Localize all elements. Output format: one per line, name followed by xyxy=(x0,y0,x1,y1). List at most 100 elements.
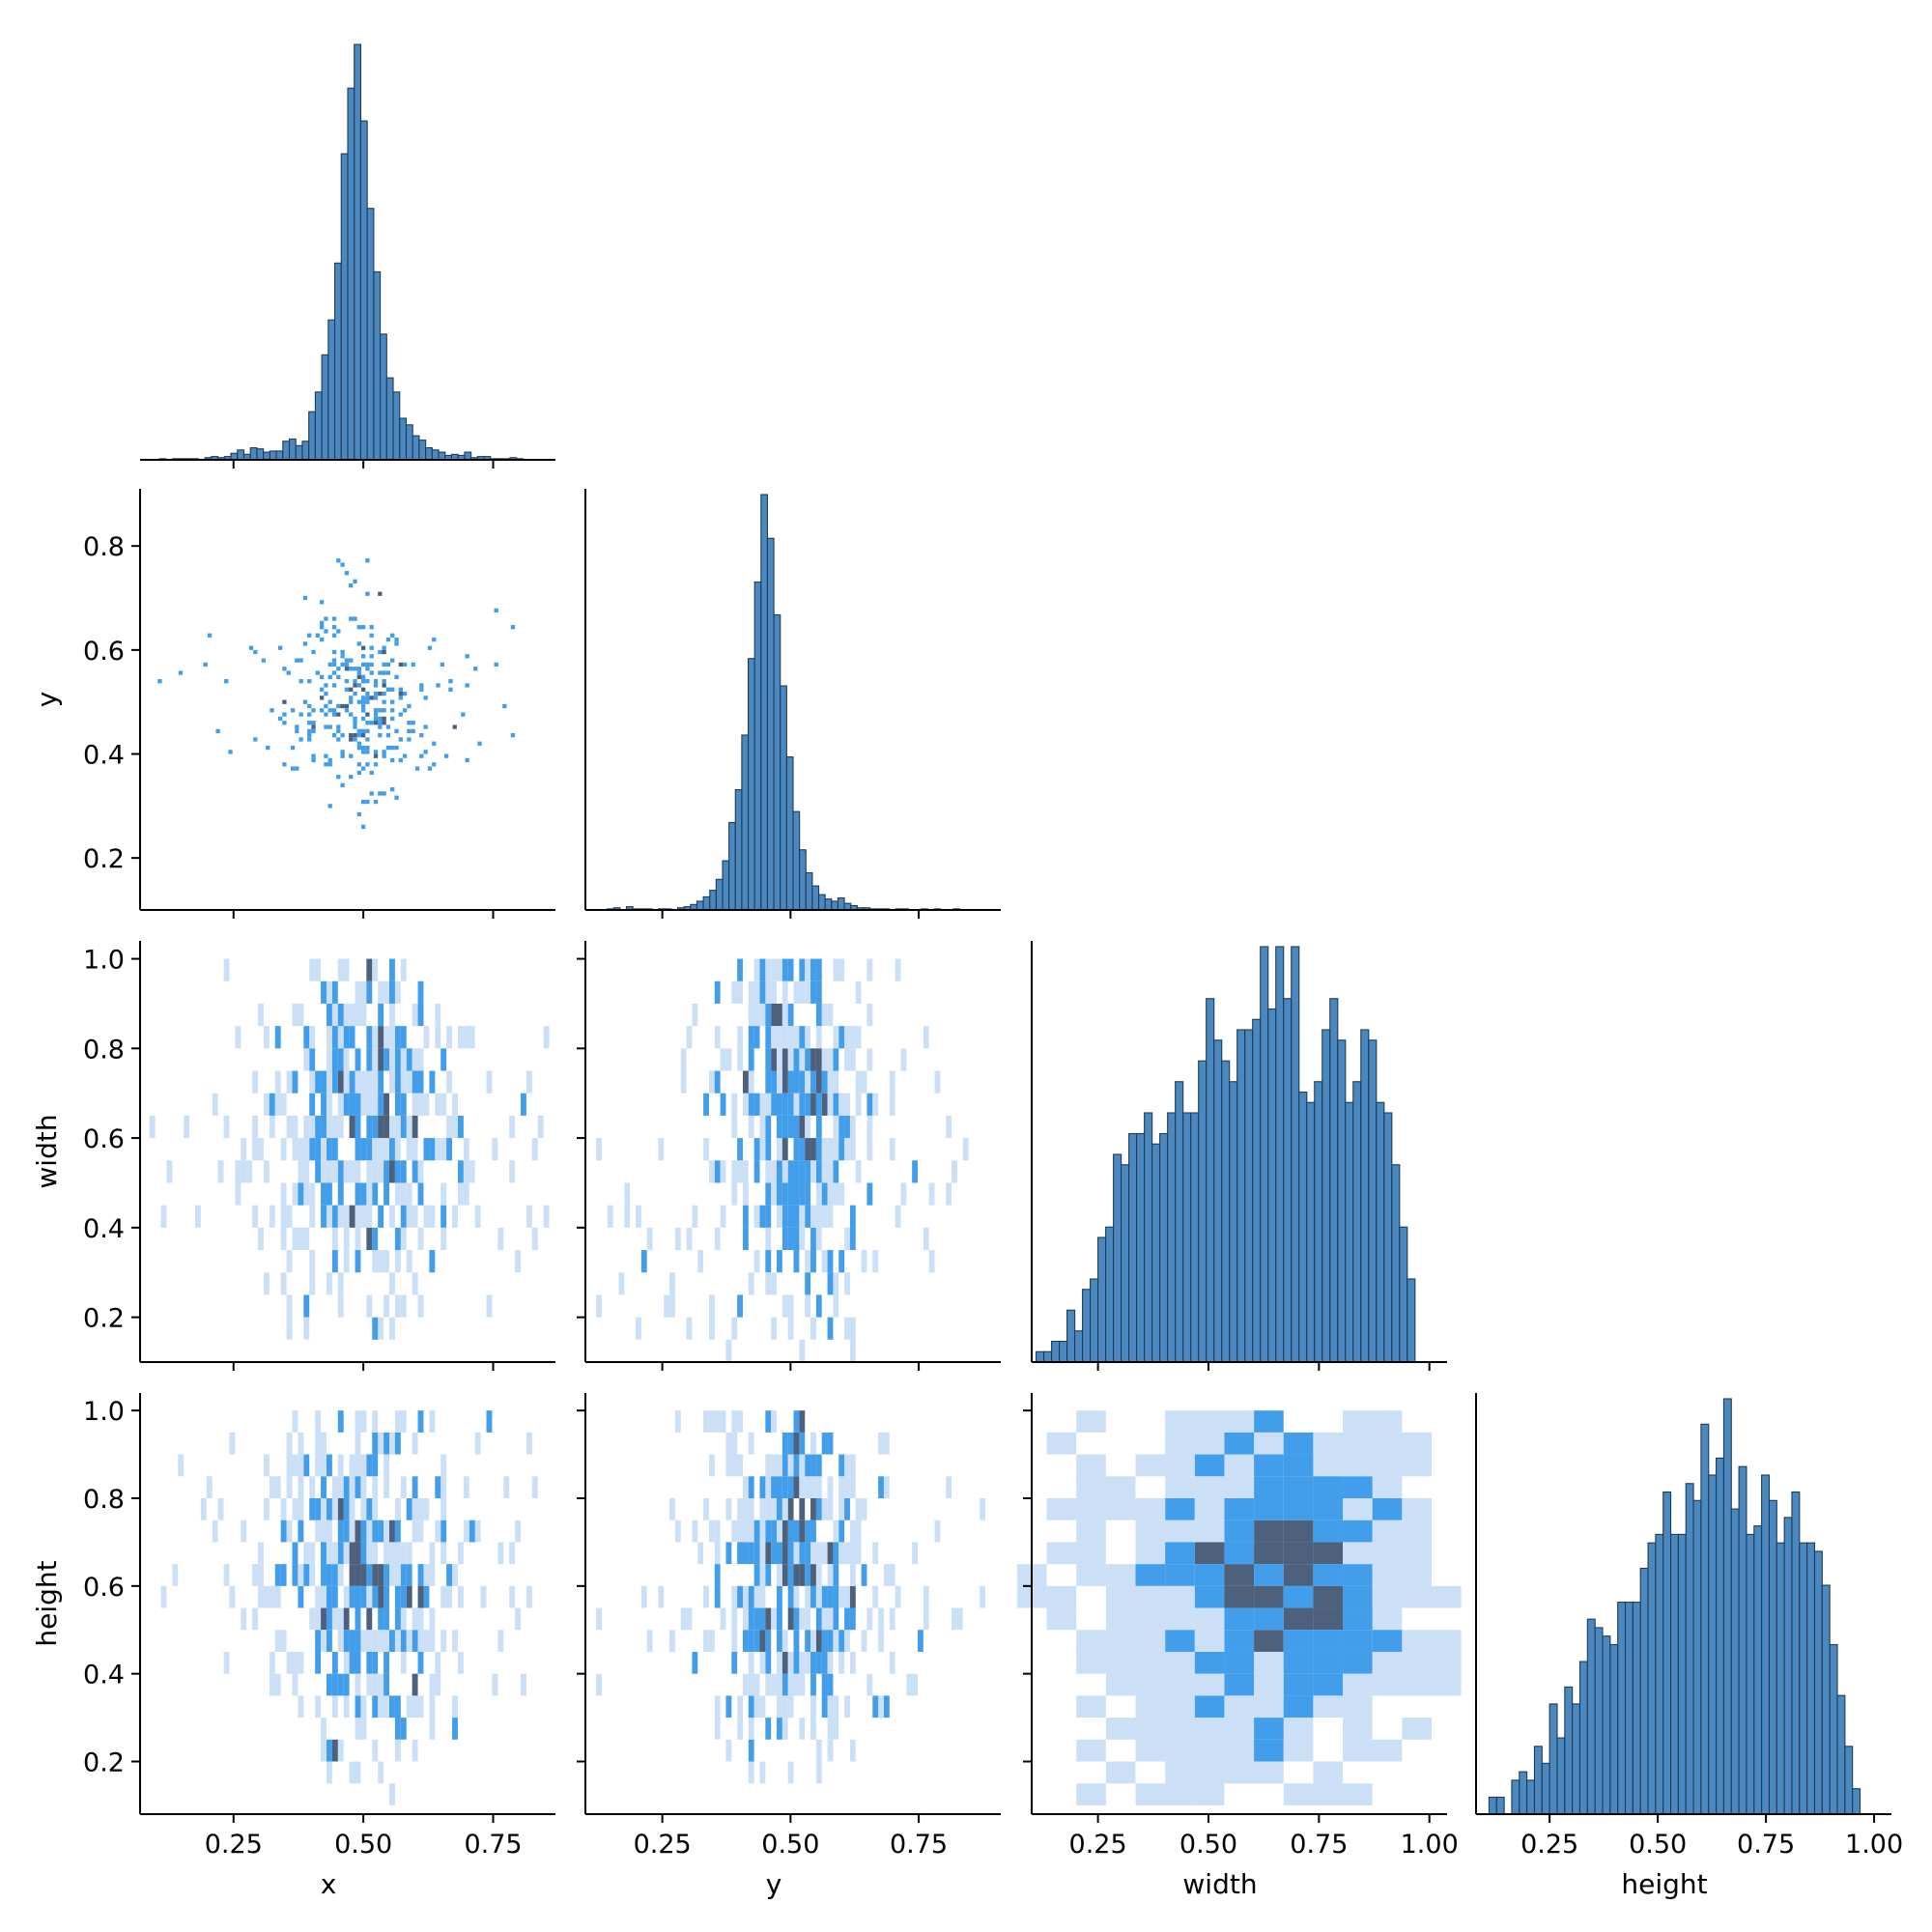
heatmap-cell xyxy=(849,1317,856,1340)
heatmap-cell xyxy=(759,1761,766,1784)
heatmap-cell xyxy=(725,1454,732,1477)
heatmap-cell xyxy=(212,1520,218,1543)
heatmap-cell xyxy=(777,1160,782,1183)
heatmap-cell xyxy=(805,1070,811,1094)
heatmap-cell xyxy=(805,1182,811,1206)
heatmap-cell xyxy=(394,1160,401,1183)
heatmap-cell xyxy=(178,1454,185,1477)
heatmap-cell xyxy=(269,1093,275,1116)
heatmap-cell xyxy=(1313,1783,1344,1805)
heatmap-cell xyxy=(402,753,408,758)
heatmap-cell xyxy=(692,1651,698,1674)
heatmap-cell xyxy=(355,1160,361,1183)
heatmap-cell xyxy=(353,679,357,684)
histogram-bar-x xyxy=(314,391,323,461)
histogram-bar-x xyxy=(431,449,440,461)
heatmap-cell xyxy=(646,1227,653,1251)
heatmap-cell xyxy=(821,1003,828,1027)
heatmap-cell xyxy=(355,1630,361,1652)
heatmap-cell xyxy=(509,1542,516,1565)
heatmap-cell xyxy=(337,1160,344,1183)
axes-x-y: 0.20.40.60.8y xyxy=(31,489,555,919)
heatmap-cell xyxy=(793,1205,800,1228)
heatmap-cell xyxy=(355,1476,361,1498)
y-tick-label: 0.4 xyxy=(83,741,125,771)
heatmap-cell xyxy=(429,1607,436,1631)
heatmap-cell xyxy=(378,1630,384,1652)
heatmap-cell xyxy=(292,1410,298,1433)
heatmap-cell xyxy=(1135,1718,1166,1740)
heatmap-cell xyxy=(417,1410,424,1433)
heatmap-cell xyxy=(298,1182,304,1206)
heatmap-cell xyxy=(280,1138,287,1161)
heatmap-cell xyxy=(365,728,370,733)
heatmap-cell xyxy=(241,1160,247,1183)
histogram-bar-x xyxy=(405,424,413,461)
heatmap-cell xyxy=(400,1564,407,1586)
heatmap-cell xyxy=(827,1250,834,1273)
heatmap-cell xyxy=(1372,1651,1403,1674)
histogram-bar-height xyxy=(1602,1635,1611,1815)
heatmap-cell xyxy=(360,662,366,668)
heatmap-cell xyxy=(737,1410,743,1433)
heatmap-cell xyxy=(326,1585,332,1608)
heatmap-cell xyxy=(315,1498,322,1520)
heatmap-cell xyxy=(269,1205,275,1228)
heatmap-cell xyxy=(252,1070,259,1094)
heatmap-cell xyxy=(461,712,466,717)
heatmap-cell xyxy=(344,658,350,663)
heatmap-cell xyxy=(435,1093,441,1116)
heatmap-cell xyxy=(815,1115,822,1139)
heatmap-cell xyxy=(321,1432,327,1455)
heatmap-cell xyxy=(703,1138,709,1161)
histogram-bar-width xyxy=(1136,1132,1146,1363)
heatmap-cell xyxy=(224,679,229,684)
heatmap-cell xyxy=(263,1585,270,1608)
heatmap-cell xyxy=(373,762,379,767)
histogram-bar-y xyxy=(741,734,750,911)
heatmap-cell xyxy=(793,1476,800,1498)
heatmap-y-vs-height xyxy=(596,1410,986,1784)
heatmap-cell xyxy=(378,1520,384,1543)
heatmap-cell xyxy=(753,1003,760,1027)
histogram-bar-width xyxy=(1368,1039,1378,1363)
histogram-bar-height xyxy=(1655,1533,1664,1815)
heatmap-cell xyxy=(343,1048,350,1071)
heatmap-cell xyxy=(692,1003,698,1027)
heatmap-cell xyxy=(765,1454,772,1477)
heatmap-cell xyxy=(714,1227,721,1251)
heatmap-cell xyxy=(440,1182,447,1206)
heatmap-cell xyxy=(394,1048,401,1071)
heatmap-cell xyxy=(787,1160,794,1183)
histogram-bar-y xyxy=(799,849,807,911)
heatmap-cell xyxy=(1194,1585,1225,1608)
histogram-bar-width xyxy=(1298,1091,1308,1363)
heatmap-cell xyxy=(1402,1542,1432,1565)
heatmap-cell xyxy=(355,1410,361,1433)
heatmap-cell xyxy=(463,1476,469,1498)
heatmap-cell xyxy=(356,770,361,776)
heatmap-cell xyxy=(463,1520,469,1543)
heatmap-cell xyxy=(753,1585,760,1608)
heatmap-cell xyxy=(1194,1476,1225,1498)
heatmap-cell xyxy=(423,1138,430,1161)
heatmap-cell xyxy=(406,1182,412,1206)
heatmap-cell xyxy=(833,1542,839,1565)
heatmap-cell xyxy=(378,1695,384,1719)
heatmap-cell xyxy=(343,1227,350,1251)
heatmap-cell xyxy=(382,716,386,722)
heatmap-cell xyxy=(889,1138,895,1161)
heatmap-cell xyxy=(855,1498,862,1520)
heatmap-cell xyxy=(440,662,444,668)
heatmap-cell xyxy=(827,1630,834,1652)
heatmap-cell xyxy=(400,1205,407,1228)
heatmap-cell xyxy=(360,1476,367,1498)
heatmap-cell xyxy=(258,1585,264,1608)
heatmap-cell xyxy=(799,1227,806,1251)
heatmap-cell xyxy=(309,1138,316,1161)
heatmap-cell xyxy=(1165,1585,1195,1608)
heatmap-cell xyxy=(321,1585,327,1608)
heatmap-cell xyxy=(838,958,845,981)
heatmap-cell xyxy=(331,1651,338,1674)
histogram-bar-height xyxy=(1670,1533,1679,1815)
